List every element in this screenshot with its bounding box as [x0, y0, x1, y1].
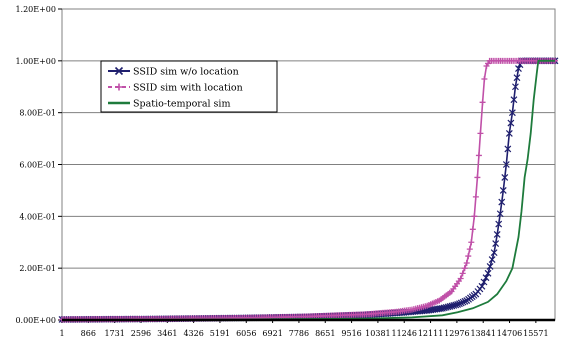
series-2 — [61, 59, 555, 321]
data-point — [459, 298, 467, 306]
legend-entry: Spatio-temporal sim — [108, 99, 230, 110]
data-point — [488, 256, 496, 263]
legend-marker-icon — [114, 66, 124, 76]
legend-entry: SSID sim with location — [108, 83, 243, 94]
data-point — [496, 210, 504, 218]
data-point — [457, 299, 465, 307]
data-point — [480, 278, 488, 286]
legend-label: SSID sim w/o location — [133, 67, 239, 78]
data-point — [454, 301, 462, 308]
data-point — [501, 174, 509, 181]
data-point — [456, 300, 463, 308]
y-tick-label: 1.20E+00 — [15, 5, 56, 14]
data-point — [508, 109, 516, 117]
data-point — [515, 65, 522, 73]
data-point — [474, 174, 481, 181]
data-point — [512, 83, 519, 91]
data-point — [465, 253, 472, 260]
x-tick-label: 13841 — [470, 329, 495, 338]
data-point — [482, 274, 490, 282]
data-point — [461, 297, 469, 305]
x-axis-ticks: 1 866 1731 2596 3461 4326 5191 6056 6921 7786 8651… — [59, 320, 549, 338]
legend-label: Spatio-temporal sim — [133, 99, 230, 110]
data-point — [498, 198, 506, 206]
data-point — [459, 270, 466, 277]
y-tick-label: 6.00E-01 — [19, 161, 56, 170]
x-tick-label: 5191 — [210, 329, 230, 338]
x-tick-label: 15571 — [523, 329, 548, 338]
data-point — [504, 145, 512, 153]
data-point — [452, 301, 460, 309]
y-tick-label: 0.00E+00 — [15, 316, 56, 325]
data-point — [493, 231, 501, 238]
data-point — [510, 96, 518, 104]
legend-label: SSID sim with location — [133, 83, 243, 94]
data-point — [507, 119, 515, 127]
legend-entry: SSID sim w/o location — [108, 67, 239, 78]
data-point — [468, 239, 475, 246]
x-tick-label: 1 — [59, 329, 64, 338]
data-point — [457, 275, 464, 282]
x-tick-label: 3461 — [157, 329, 177, 338]
x-tick-label: 12976 — [444, 329, 469, 338]
data-point — [479, 99, 486, 106]
y-tick-label: 8.00E-01 — [19, 109, 56, 118]
data-point — [505, 129, 513, 137]
data-point — [477, 130, 484, 137]
data-point — [499, 186, 507, 194]
legend: SSID sim w/o location SSID sim with locat… — [100, 60, 278, 113]
x-tick-label: 12111 — [418, 329, 443, 338]
x-tick-label: 2596 — [131, 329, 151, 338]
y-tick-label: 2.00E-01 — [19, 264, 56, 273]
data-point — [481, 75, 488, 82]
x-tick-label: 4326 — [183, 329, 203, 338]
x-tick-label: 866 — [81, 329, 96, 338]
series-line — [61, 59, 555, 321]
x-tick-label: 8651 — [315, 329, 335, 338]
data-point — [490, 249, 498, 257]
data-point — [495, 220, 503, 228]
x-tick-label: 11246 — [392, 329, 417, 338]
data-point — [475, 152, 482, 159]
x-tick-label: 7786 — [289, 329, 309, 338]
x-tick-label: 14706 — [497, 329, 522, 338]
legend-marker-icon — [115, 83, 123, 91]
x-tick-label: 6056 — [236, 329, 256, 338]
data-point — [502, 161, 510, 168]
y-axis-ticks: 0.00E+00 2.00E-01 4.00E-01 6.00E-01 8.00E-01… — [15, 5, 62, 325]
x-tick-label: 6921 — [262, 329, 282, 338]
x-tick-label: 9516 — [341, 329, 361, 338]
data-point — [484, 269, 492, 277]
legend-box — [100, 60, 278, 113]
data-point — [492, 240, 500, 247]
data-point — [478, 282, 486, 290]
data-point — [486, 263, 494, 270]
x-tick-label: 1731 — [104, 329, 124, 338]
data-point — [472, 193, 479, 200]
x-tick-label: 10381 — [365, 329, 390, 338]
y-tick-label: 4.00E-01 — [19, 212, 56, 221]
data-point — [466, 246, 473, 253]
data-point — [513, 74, 521, 82]
data-point — [469, 226, 476, 233]
y-tick-label: 1.00E+00 — [15, 57, 56, 66]
data-point — [461, 265, 468, 272]
data-point — [471, 213, 478, 220]
data-point — [463, 259, 470, 266]
